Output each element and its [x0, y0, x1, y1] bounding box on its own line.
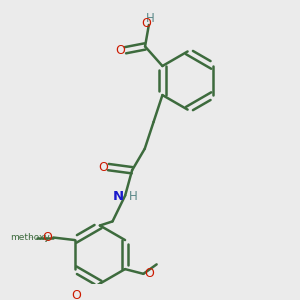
Text: O: O [72, 289, 82, 300]
Text: N: N [112, 190, 124, 203]
Text: O: O [115, 44, 125, 57]
Text: methoxy: methoxy [10, 233, 50, 242]
Text: O: O [43, 231, 52, 244]
Text: H: H [146, 12, 155, 25]
Text: methoxy: methoxy [28, 237, 35, 238]
Text: O: O [144, 267, 154, 280]
Text: O: O [142, 16, 152, 30]
Text: H: H [129, 190, 137, 203]
Text: O: O [98, 160, 108, 174]
